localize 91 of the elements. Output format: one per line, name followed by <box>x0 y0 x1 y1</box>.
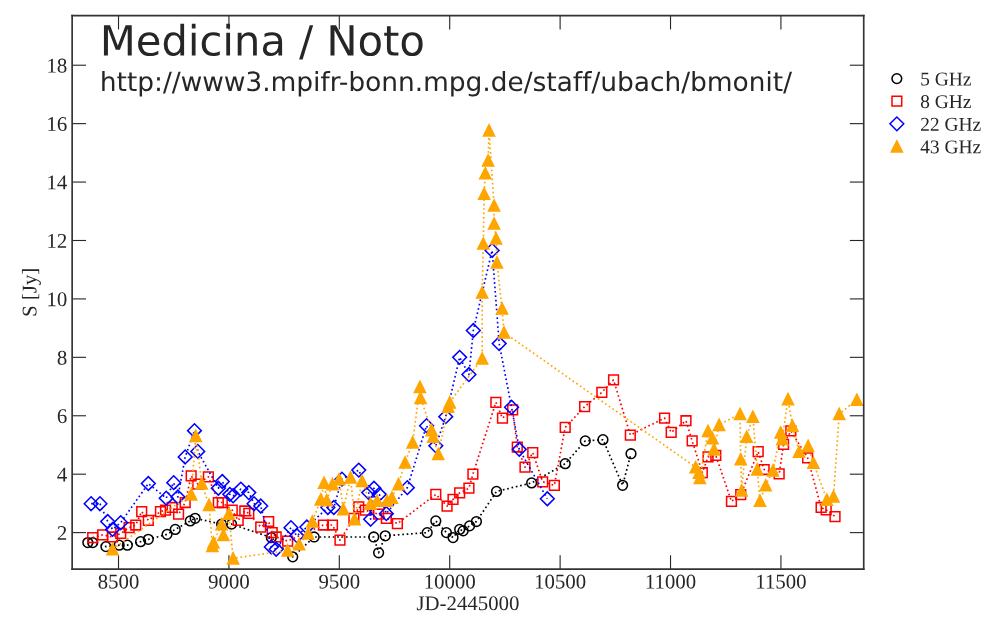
point <box>253 498 269 514</box>
point <box>142 533 154 545</box>
annotation: Medicina / Noto <box>103 23 423 60</box>
point <box>210 480 226 496</box>
point <box>461 366 477 383</box>
point <box>539 491 555 507</box>
point <box>100 541 112 553</box>
x-tick-label: 9500 <box>319 574 360 589</box>
y-axis-title: S [Jy] <box>21 269 41 316</box>
point <box>440 526 453 539</box>
y-tick-label: 2 <box>57 526 67 540</box>
point <box>452 349 468 365</box>
point <box>399 479 415 496</box>
point <box>308 531 320 543</box>
x-tick-label: 8500 <box>98 574 139 589</box>
x-axis-title: JD-2445000 <box>416 596 519 611</box>
point <box>625 448 637 460</box>
legend-label: 43 GHz <box>920 140 981 154</box>
y-tick-label: 8 <box>57 350 67 365</box>
x-tick-label: 10000 <box>425 574 475 589</box>
x-tick-label: 10500 <box>535 574 586 589</box>
point <box>616 479 629 491</box>
point <box>559 458 571 470</box>
point <box>161 528 173 540</box>
y-tick-label: 6 <box>57 409 67 424</box>
point <box>263 539 279 555</box>
point <box>113 515 129 531</box>
point <box>526 477 538 489</box>
point <box>490 485 503 498</box>
point <box>177 449 193 465</box>
point <box>361 484 377 501</box>
point <box>503 399 520 415</box>
point <box>470 515 483 528</box>
legend-label: 5 GHz <box>921 72 971 86</box>
point <box>363 511 379 527</box>
legend-label: 8 GHz <box>920 95 971 109</box>
point <box>579 435 591 447</box>
y-tick-label: 18 <box>48 58 67 73</box>
point <box>447 531 459 544</box>
point <box>372 547 385 559</box>
point <box>241 484 257 501</box>
point <box>158 490 174 506</box>
point <box>83 496 99 512</box>
annotation: http://www3.mpifr-bonn.mpg.de/staff/ubach/bmonit/ <box>102 70 792 97</box>
x-tick-label: 11500 <box>757 574 806 589</box>
point <box>597 434 609 446</box>
point <box>289 528 305 544</box>
point <box>378 505 394 522</box>
point <box>326 499 342 516</box>
y-tick-label: 4 <box>57 467 67 482</box>
y-tick-label: 12 <box>48 233 67 248</box>
point <box>100 513 116 530</box>
point <box>170 489 186 505</box>
point <box>113 539 125 551</box>
point <box>421 526 433 539</box>
point <box>82 536 94 549</box>
point <box>214 473 230 490</box>
point <box>484 242 500 259</box>
point <box>511 441 527 457</box>
y-tick-label: 10 <box>48 292 67 307</box>
legend-label: 22 GHz <box>921 117 981 131</box>
y-tick-label: 14 <box>48 175 67 190</box>
point <box>189 512 201 524</box>
point <box>351 462 367 478</box>
point <box>104 521 121 538</box>
point <box>368 531 380 543</box>
point <box>134 536 147 548</box>
point <box>233 481 249 497</box>
x-tick-label: 9000 <box>208 574 249 589</box>
point <box>491 335 507 352</box>
point <box>283 520 299 536</box>
point <box>246 496 262 512</box>
y-tick-label: 16 <box>48 117 67 132</box>
point <box>463 520 476 532</box>
point <box>121 539 133 551</box>
point <box>268 541 284 557</box>
point <box>87 536 99 549</box>
point <box>140 475 156 492</box>
point <box>418 418 435 434</box>
point <box>184 515 196 527</box>
point <box>379 530 391 542</box>
point <box>430 515 442 527</box>
point <box>190 443 206 460</box>
point <box>166 475 182 491</box>
point <box>371 486 387 502</box>
point <box>92 496 108 512</box>
point <box>169 523 181 536</box>
point <box>287 551 299 563</box>
x-tick-label: 11000 <box>646 574 696 589</box>
point <box>366 480 382 496</box>
point <box>465 322 481 339</box>
